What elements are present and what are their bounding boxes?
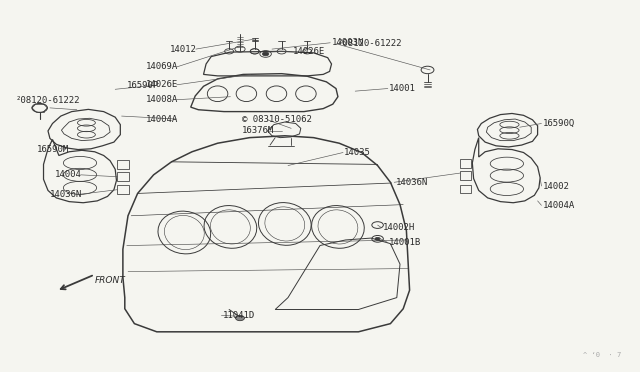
Text: 14001B: 14001B bbox=[389, 238, 421, 247]
Text: 14001: 14001 bbox=[389, 84, 416, 93]
Text: 14004A: 14004A bbox=[543, 201, 575, 210]
Text: 16590M: 16590M bbox=[37, 145, 69, 154]
Text: 14004: 14004 bbox=[55, 170, 82, 179]
Text: FRONT: FRONT bbox=[95, 276, 125, 285]
Text: 16590Q: 16590Q bbox=[543, 119, 575, 128]
Text: ²08120-61222: ²08120-61222 bbox=[338, 39, 403, 48]
Text: 16376M: 16376M bbox=[242, 126, 274, 135]
Text: 14069A: 14069A bbox=[146, 62, 178, 71]
Text: 11041D: 11041D bbox=[223, 311, 255, 320]
Text: 14026E: 14026E bbox=[146, 80, 178, 89]
Text: © 08310-51062: © 08310-51062 bbox=[242, 115, 312, 124]
Text: 14003N: 14003N bbox=[332, 38, 364, 47]
Text: 14036N: 14036N bbox=[50, 190, 82, 199]
Circle shape bbox=[262, 52, 269, 56]
Circle shape bbox=[375, 237, 380, 240]
Circle shape bbox=[236, 315, 244, 321]
Text: 14026E: 14026E bbox=[293, 47, 325, 56]
Text: 14008A: 14008A bbox=[146, 95, 178, 104]
Text: 14002: 14002 bbox=[543, 182, 570, 190]
Text: ²08120-61222: ²08120-61222 bbox=[16, 96, 81, 105]
Text: ^ ‘0  · 7: ^ ‘0 · 7 bbox=[582, 352, 621, 358]
Text: 14012: 14012 bbox=[170, 45, 197, 54]
Text: 14002H: 14002H bbox=[383, 223, 415, 232]
Text: 14004A: 14004A bbox=[146, 115, 178, 124]
Text: 14035: 14035 bbox=[344, 148, 371, 157]
Text: 14036N: 14036N bbox=[396, 178, 428, 187]
Text: 16590P: 16590P bbox=[127, 81, 159, 90]
